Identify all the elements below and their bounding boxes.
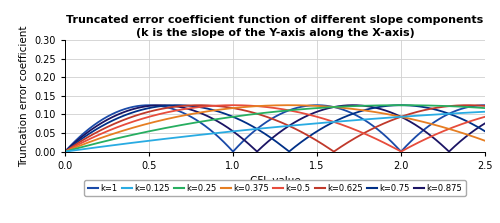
Legend: k=1, k=0.125, k=0.25, k=0.375, k=0.5, k=0.625, k=0.75, k=0.875: k=1, k=0.125, k=0.25, k=0.375, k=0.5, k=… xyxy=(84,180,466,196)
X-axis label: CFL value: CFL value xyxy=(250,176,300,186)
Title: Truncated error coefficient function of different slope components
(k is the slo: Truncated error coefficient function of … xyxy=(66,15,484,38)
Y-axis label: Truncation error coefficient: Truncation error coefficient xyxy=(19,25,29,167)
